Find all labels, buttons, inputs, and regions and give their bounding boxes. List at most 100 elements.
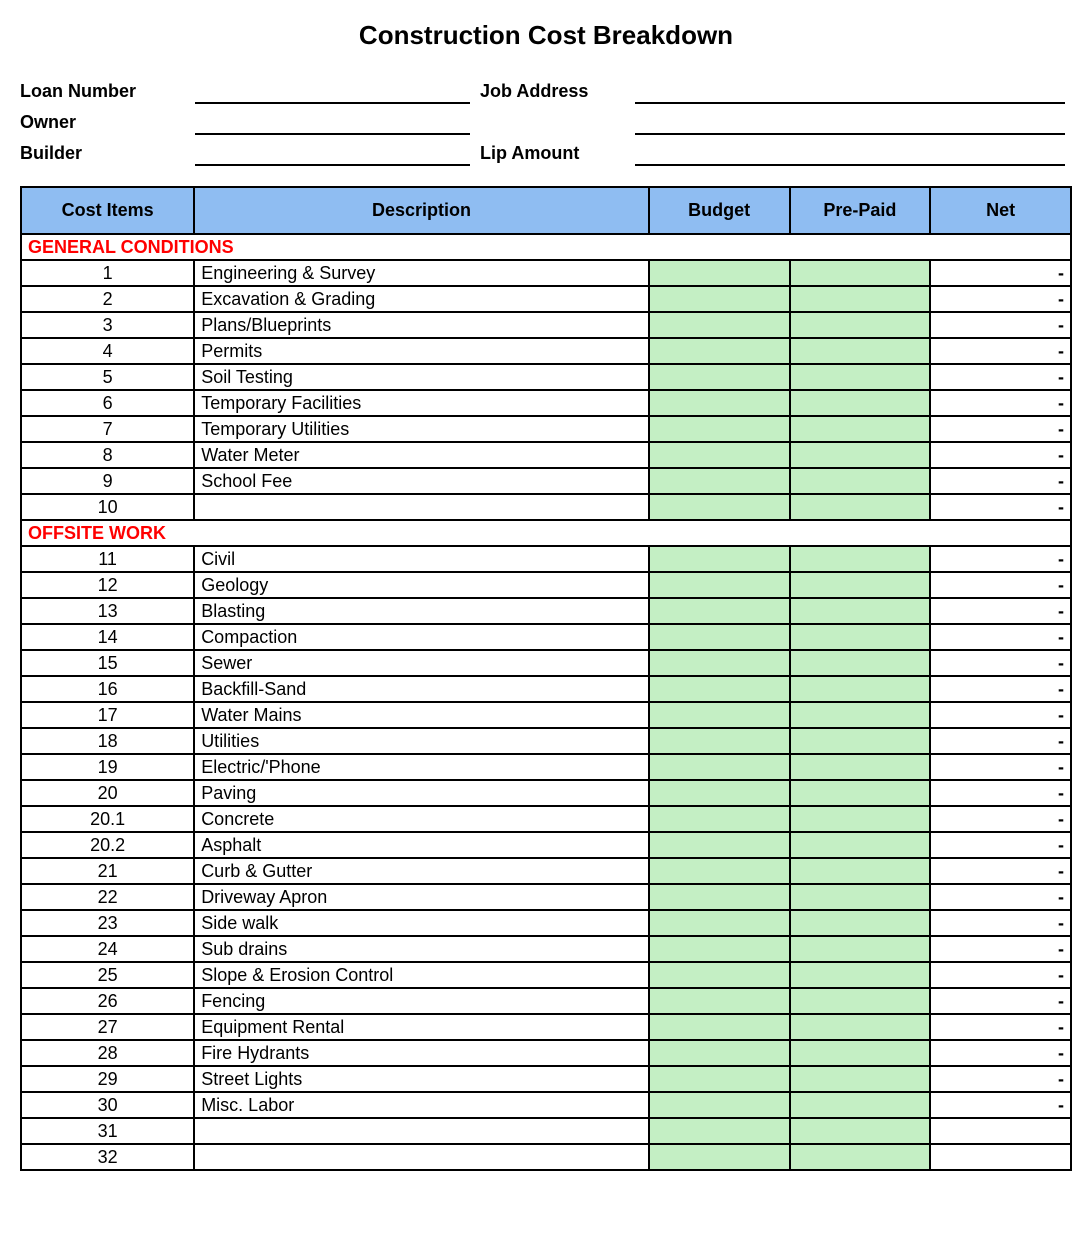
row-description: Equipment Rental: [194, 1014, 649, 1040]
row-prepaid[interactable]: [790, 286, 931, 312]
row-budget[interactable]: [649, 728, 790, 754]
section-header: GENERAL CONDITIONS: [21, 234, 1071, 260]
table-row: 32: [21, 1144, 1071, 1170]
job-address-input[interactable]: [635, 82, 1065, 104]
row-prepaid[interactable]: [790, 754, 931, 780]
row-prepaid[interactable]: [790, 858, 931, 884]
row-prepaid[interactable]: [790, 728, 931, 754]
row-prepaid[interactable]: [790, 494, 931, 520]
row-budget[interactable]: [649, 260, 790, 286]
row-budget[interactable]: [649, 338, 790, 364]
row-prepaid[interactable]: [790, 832, 931, 858]
row-budget[interactable]: [649, 806, 790, 832]
row-budget[interactable]: [649, 468, 790, 494]
col-cost-items: Cost Items: [21, 187, 194, 234]
row-prepaid[interactable]: [790, 962, 931, 988]
row-budget[interactable]: [649, 390, 790, 416]
row-budget[interactable]: [649, 494, 790, 520]
row-budget[interactable]: [649, 780, 790, 806]
row-prepaid[interactable]: [790, 988, 931, 1014]
row-prepaid[interactable]: [790, 624, 931, 650]
row-budget[interactable]: [649, 702, 790, 728]
row-budget[interactable]: [649, 936, 790, 962]
row-budget[interactable]: [649, 416, 790, 442]
row-prepaid[interactable]: [790, 936, 931, 962]
row-prepaid[interactable]: [790, 1092, 931, 1118]
row-prepaid[interactable]: [790, 780, 931, 806]
row-prepaid[interactable]: [790, 1014, 931, 1040]
row-budget[interactable]: [649, 1014, 790, 1040]
row-budget[interactable]: [649, 1092, 790, 1118]
row-description: Blasting: [194, 598, 649, 624]
row-budget[interactable]: [649, 286, 790, 312]
row-prepaid[interactable]: [790, 546, 931, 572]
row-description: Engineering & Survey: [194, 260, 649, 286]
row-prepaid[interactable]: [790, 572, 931, 598]
lip-amount-input[interactable]: [635, 144, 1065, 166]
table-row: 30Misc. Labor-: [21, 1092, 1071, 1118]
row-budget[interactable]: [649, 910, 790, 936]
loan-number-input[interactable]: [195, 82, 470, 104]
row-budget[interactable]: [649, 598, 790, 624]
row-budget[interactable]: [649, 962, 790, 988]
row-budget[interactable]: [649, 1040, 790, 1066]
table-row: 31: [21, 1118, 1071, 1144]
row-budget[interactable]: [649, 754, 790, 780]
row-budget[interactable]: [649, 442, 790, 468]
row-budget[interactable]: [649, 1144, 790, 1170]
row-budget[interactable]: [649, 650, 790, 676]
table-row: 4Permits-: [21, 338, 1071, 364]
row-prepaid[interactable]: [790, 702, 931, 728]
table-row: 19Electric/'Phone-: [21, 754, 1071, 780]
row-budget[interactable]: [649, 546, 790, 572]
row-prepaid[interactable]: [790, 1040, 931, 1066]
row-prepaid[interactable]: [790, 468, 931, 494]
row-number: 20: [21, 780, 194, 806]
row-budget[interactable]: [649, 858, 790, 884]
row-prepaid[interactable]: [790, 650, 931, 676]
row-prepaid[interactable]: [790, 416, 931, 442]
row-net: -: [930, 1040, 1071, 1066]
owner-input[interactable]: [195, 113, 470, 135]
row-prepaid[interactable]: [790, 910, 931, 936]
row-number: 7: [21, 416, 194, 442]
row-budget[interactable]: [649, 364, 790, 390]
row-prepaid[interactable]: [790, 1144, 931, 1170]
builder-input[interactable]: [195, 144, 470, 166]
row-budget[interactable]: [649, 1118, 790, 1144]
row-budget[interactable]: [649, 1066, 790, 1092]
table-row: 11Civil-: [21, 546, 1071, 572]
row-prepaid[interactable]: [790, 806, 931, 832]
row-budget[interactable]: [649, 624, 790, 650]
row-budget[interactable]: [649, 572, 790, 598]
row-budget[interactable]: [649, 312, 790, 338]
row-budget[interactable]: [649, 884, 790, 910]
row-prepaid[interactable]: [790, 1118, 931, 1144]
row-net: -: [930, 676, 1071, 702]
row-number: 29: [21, 1066, 194, 1092]
row-prepaid[interactable]: [790, 1066, 931, 1092]
row-prepaid[interactable]: [790, 598, 931, 624]
row-net: -: [930, 650, 1071, 676]
row-prepaid[interactable]: [790, 390, 931, 416]
job-address-input-2[interactable]: [635, 113, 1065, 135]
row-budget[interactable]: [649, 676, 790, 702]
row-budget[interactable]: [649, 832, 790, 858]
row-prepaid[interactable]: [790, 442, 931, 468]
row-number: 18: [21, 728, 194, 754]
row-prepaid[interactable]: [790, 312, 931, 338]
table-row: 3Plans/Blueprints-: [21, 312, 1071, 338]
row-number: 11: [21, 546, 194, 572]
table-row: 27Equipment Rental-: [21, 1014, 1071, 1040]
row-prepaid[interactable]: [790, 260, 931, 286]
row-prepaid[interactable]: [790, 676, 931, 702]
row-number: 4: [21, 338, 194, 364]
row-number: 9: [21, 468, 194, 494]
row-description: Sub drains: [194, 936, 649, 962]
row-prepaid[interactable]: [790, 884, 931, 910]
col-net: Net: [930, 187, 1071, 234]
row-budget[interactable]: [649, 988, 790, 1014]
row-net: -: [930, 780, 1071, 806]
row-prepaid[interactable]: [790, 364, 931, 390]
row-prepaid[interactable]: [790, 338, 931, 364]
